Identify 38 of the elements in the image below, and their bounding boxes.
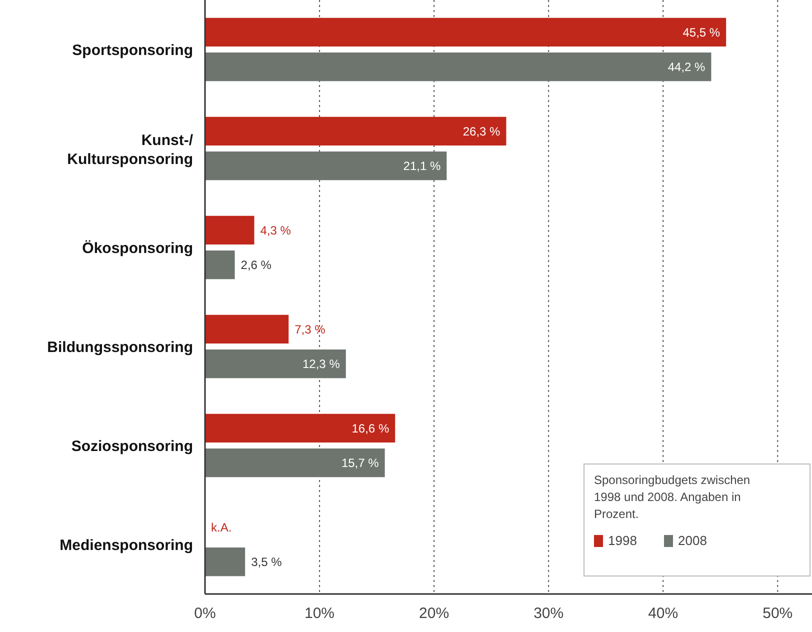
- y-tick-label: Mediensponsoring: [60, 536, 193, 554]
- bar: [205, 350, 346, 378]
- x-tick-label: 0%: [194, 605, 216, 622]
- x-tick-label: 10%: [304, 605, 335, 622]
- bar: [205, 52, 712, 82]
- bar: [205, 152, 447, 180]
- text: k.A.: [211, 520, 232, 534]
- data-label: 26,3 %: [462, 124, 501, 138]
- data-label: 16,6 %: [352, 421, 390, 436]
- x-tick-label: 20%: [419, 605, 450, 622]
- bar: [205, 448, 385, 478]
- bar: [205, 116, 506, 146]
- bar: [205, 250, 235, 280]
- data-label: 45,5 %: [682, 25, 720, 40]
- bar: [205, 314, 289, 344]
- y-tick-label: Kunst-/ Kultursponsoring: [67, 132, 194, 168]
- data-label: 12,3 %: [302, 357, 340, 372]
- legend-title: Sponsoringbudgets zwischen 1998 und 2008. Angaben in Prozent.: [594, 473, 750, 521]
- data-label: 21,1 %: [403, 159, 441, 174]
- x-tick-label: 40%: [648, 605, 678, 622]
- y-tick-label: Ökosponsoring: [82, 240, 193, 257]
- x-tick-label: 50%: [762, 605, 793, 622]
- data-label: 7,3 %: [294, 322, 326, 336]
- data-label: 15,7 %: [341, 456, 380, 470]
- data-label: 3,5 %: [251, 555, 282, 570]
- bar: [205, 548, 246, 576]
- y-tick-label: Sportsponsoring: [72, 42, 193, 59]
- bar: [205, 216, 254, 244]
- data-label: 4,3 %: [260, 223, 292, 238]
- legend-label: 1998: [608, 533, 637, 548]
- bar: [205, 414, 396, 442]
- legend-label: 2008: [678, 533, 707, 548]
- data-label: 44,2 %: [668, 60, 706, 74]
- y-tick-label: Bildungssponsoring: [47, 338, 193, 356]
- y-tick-label: Soziosponsoring: [71, 438, 193, 455]
- x-tick-label: 30%: [534, 605, 564, 622]
- bar: [205, 18, 726, 46]
- data-label: 2,6 %: [240, 258, 272, 272]
